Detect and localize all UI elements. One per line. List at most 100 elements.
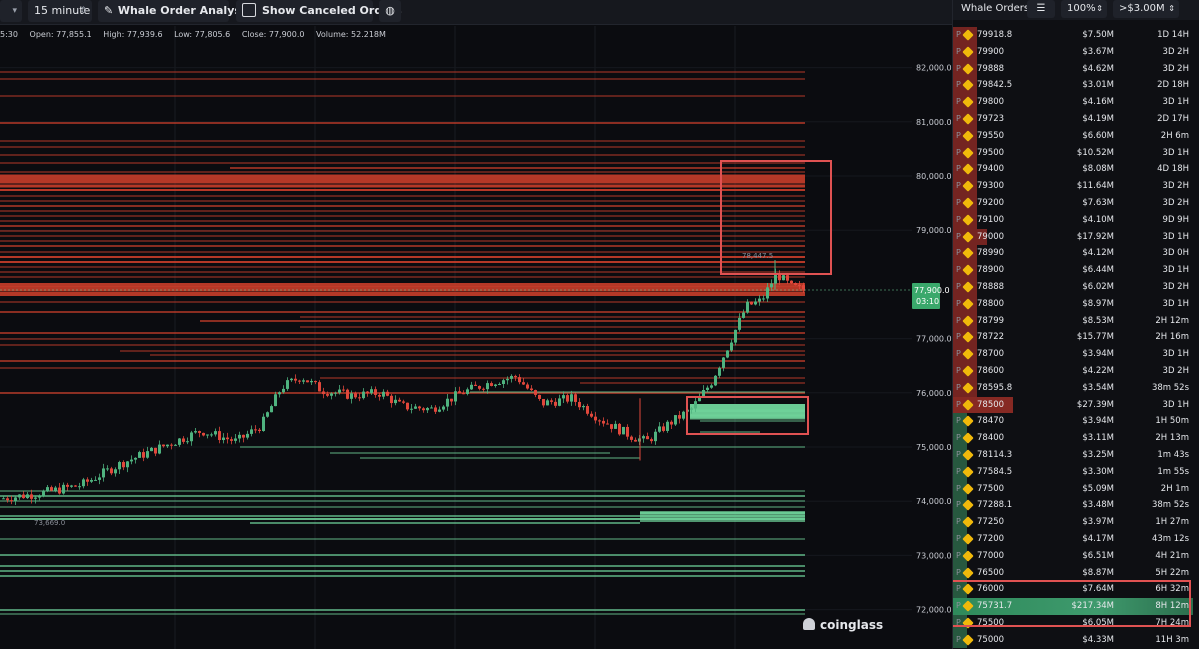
palette-button[interactable]: ◍ <box>379 0 401 22</box>
candle-body <box>542 398 545 406</box>
whale-order-row[interactable]: P 79918.8 $7.50M 1D 14H <box>953 27 1199 44</box>
whale-order-row[interactable]: P 78500 $27.39M 3D 1H <box>953 396 1199 414</box>
whale-order-row[interactable]: P 77200 $4.17M 43m 12s <box>953 530 1199 548</box>
candle-body <box>418 406 421 409</box>
whale-order-row[interactable]: P 79888 $4.62M 3D 2H <box>953 60 1199 78</box>
candle-body <box>798 284 801 286</box>
whale-order-row[interactable]: P 78800 $8.97M 3D 1H <box>953 295 1199 313</box>
whale-order-row[interactable]: P 79100 $4.10M 9D 9H <box>953 211 1199 229</box>
candle-body <box>758 298 761 302</box>
order-age: 1m 43s <box>1157 449 1189 460</box>
price-tick-label: 72,000.0 <box>916 606 952 615</box>
whale-order-row[interactable]: P 79723 $4.19M 2D 17H <box>953 110 1199 128</box>
whale-order-row[interactable]: P 77584.5 $3.30M 1m 55s <box>953 463 1199 481</box>
whale-order-row[interactable]: P 79200 $7.63M 3D 2H <box>953 194 1199 212</box>
whale-order-row[interactable]: P 79300 $11.64M 3D 2H <box>953 178 1199 195</box>
order-amount: $8.87M <box>1082 567 1114 578</box>
exchange-prefix: P <box>956 550 961 560</box>
whale-order-analysis-button[interactable]: ✎ Whale Order Analysis <box>98 0 251 22</box>
whale-order-row[interactable]: P 78595.8 $3.54M 38m 52s <box>953 379 1199 397</box>
candle-body <box>426 408 429 411</box>
sliders-icon: ☰ <box>1036 3 1046 14</box>
candle-body <box>518 377 521 383</box>
whale-order-row[interactable]: P 79800 $4.16M 3D 1H <box>953 94 1199 111</box>
whale-order-row[interactable]: P 78114.3 $3.25M 1m 43s <box>953 446 1199 464</box>
chevron-updown-icon: ⇕ <box>79 6 87 16</box>
order-amount: $27.39M <box>1076 399 1114 410</box>
whale-order-row[interactable]: P 79000 $17.92M 3D 1H <box>953 228 1199 246</box>
toolbar-left-stub[interactable]: ▾ <box>0 0 22 22</box>
whale-order-row[interactable]: P 78600 $4.22M 3D 2H <box>953 362 1199 380</box>
candle-body <box>226 437 229 440</box>
candle-body <box>382 391 385 397</box>
whale-order-row[interactable]: P 79900 $3.67M 3D 2H <box>953 43 1199 61</box>
exchange-prefix: P <box>956 231 961 241</box>
whale-order-row[interactable]: P 79550 $6.60M 2H 6m <box>953 127 1199 145</box>
zoom-select[interactable]: 100% ⇕ <box>1061 0 1107 18</box>
whale-order-row[interactable]: P 75500 $6.05M 7H 24m <box>953 614 1199 632</box>
order-age: 7H 24m <box>1155 617 1189 628</box>
candle-body <box>18 494 21 498</box>
order-amount: $3.97M <box>1082 517 1114 528</box>
whale-order-row[interactable]: P 76500 $8.87M 5H 22m <box>953 564 1199 582</box>
candle-body <box>682 411 685 419</box>
volume-value: Volume: 52.218M <box>316 30 386 39</box>
order-age: 3D 1H <box>1162 147 1189 158</box>
order-size-bar <box>953 446 968 464</box>
whale-order-row[interactable]: P 78400 $3.11M 2H 13m <box>953 430 1199 447</box>
candle-body <box>42 490 45 497</box>
whale-order-row[interactable]: P 78722 $15.77M 2H 16m <box>953 329 1199 347</box>
exchange-prefix: P <box>956 147 961 157</box>
whale-order-row[interactable]: P 77000 $6.51M 4H 21m <box>953 547 1199 565</box>
whale-order-row[interactable]: P 78900 $6.44M 3D 1H <box>953 262 1199 279</box>
show-canceled-orders-toggle[interactable]: Show Canceled Orders <box>236 0 402 22</box>
checkbox-icon[interactable] <box>242 3 256 17</box>
whale-order-row[interactable]: P 78888 $6.02M 3D 2H <box>953 278 1199 296</box>
whale-order-row[interactable]: P 78799 $8.53M 2H 12m <box>953 312 1199 330</box>
whale-order-row[interactable]: P 78990 $4.12M 3D 0H <box>953 245 1199 263</box>
order-amount: $6.51M <box>1082 550 1114 561</box>
candle-body <box>494 384 497 386</box>
candle-body <box>554 401 557 406</box>
canceled-label: Show Canceled Orders <box>262 4 402 17</box>
whale-order-row[interactable]: P 79842.5 $3.01M 2D 18H <box>953 77 1199 95</box>
order-age: 3D 1H <box>1162 349 1189 360</box>
min-size-select[interactable]: >$3.00M ⇕ <box>1113 0 1179 18</box>
order-price: 77584.5 <box>977 466 1013 477</box>
order-price: 78722 <box>977 332 1005 343</box>
order-amount: $7.64M <box>1082 584 1114 595</box>
candle-body <box>30 494 33 499</box>
filter-button[interactable]: ☰ <box>1027 0 1055 18</box>
whale-order-row[interactable]: P 76000 $7.64M 6H 32m <box>953 581 1199 599</box>
order-price: 78595.8 <box>977 382 1013 393</box>
ohlc-info: 5:30 Open: 77,855.1 High: 77,939.6 Low: … <box>0 30 395 42</box>
whale-order-row[interactable]: P 75731.7 $217.34M 8H 12m <box>953 598 1199 615</box>
price-chart[interactable]: 82,000.0 81,000.0 80,000.0 79,000.0 77,000.0… <box>0 0 952 649</box>
order-amount: $7.63M <box>1082 197 1114 208</box>
whale-orders-list: P 79918.8 $7.50M 1D 14H P 79900 $3.67M 3D 2H P 79… <box>953 27 1199 649</box>
order-amount: $11.64M <box>1076 181 1114 192</box>
candle-body <box>54 487 57 491</box>
whale-order-row[interactable]: P 78470 $3.94M 1H 50m <box>953 413 1199 431</box>
candle-body <box>674 415 677 425</box>
candle-body <box>198 431 201 433</box>
whale-order-row[interactable]: P 78700 $3.94M 3D 1H <box>953 346 1199 363</box>
whale-order-row[interactable]: P 79400 $8.08M 4D 18H <box>953 161 1199 179</box>
order-age: 2D 17H <box>1157 113 1189 124</box>
price-tick-label: 75,000.0 <box>916 443 952 452</box>
candle-body <box>114 469 117 474</box>
whale-order-row[interactable]: P 75000 $4.33M 11H 3m <box>953 631 1199 649</box>
interval-select[interactable]: 15 minute ⇕ <box>28 0 92 22</box>
countdown-label: 03:10 <box>916 297 939 306</box>
candle-body <box>274 394 277 407</box>
order-age: 3D 2H <box>1162 63 1189 74</box>
candle-body <box>770 283 773 288</box>
whale-order-row[interactable]: P 77250 $3.97M 1H 27m <box>953 514 1199 531</box>
price-tick-label: 76,000.0 <box>916 389 952 398</box>
whale-order-row[interactable]: P 79500 $10.52M 3D 1H <box>953 144 1199 162</box>
order-amount: $3.25M <box>1082 449 1114 460</box>
whale-order-row[interactable]: P 77288.1 $3.48M 38m 52s <box>953 497 1199 515</box>
order-price: 79400 <box>977 164 1005 175</box>
candle-body <box>210 434 213 436</box>
whale-order-row[interactable]: P 77500 $5.09M 2H 1m <box>953 480 1199 498</box>
